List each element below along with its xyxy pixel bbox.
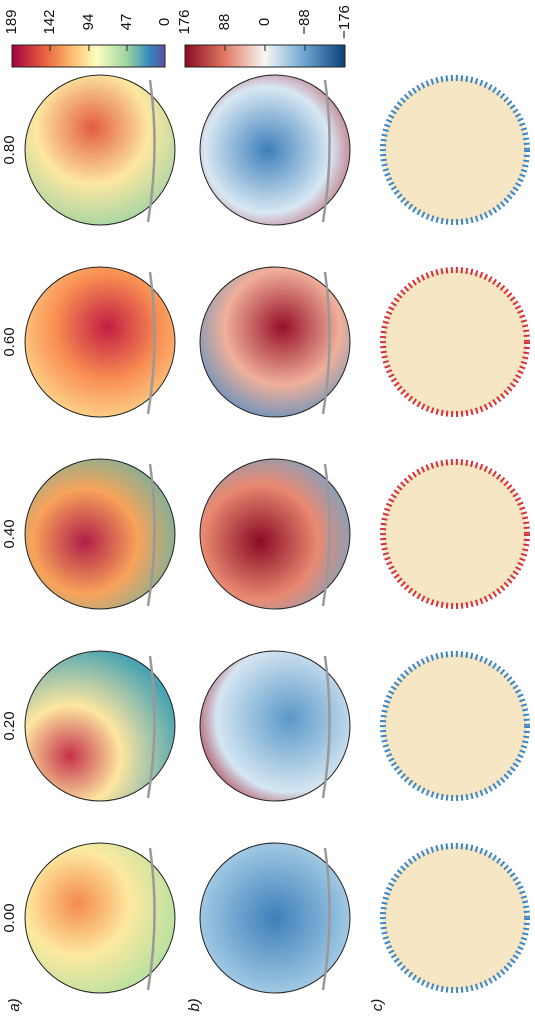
sphere [380, 843, 530, 993]
column-label: 0.80 [1, 135, 18, 164]
colorbar-tick-label: 47 [118, 14, 135, 31]
column-label: 0.00 [1, 903, 18, 932]
sphere [24, 74, 176, 226]
sphere [24, 842, 176, 994]
sphere [24, 650, 176, 802]
sphere [199, 842, 351, 994]
panel-label: b) [186, 998, 203, 1011]
sphere [24, 266, 176, 418]
sphere [199, 266, 351, 418]
sphere [380, 75, 530, 225]
colorbar-tick-label: 88 [216, 14, 233, 31]
panel-label: a) [6, 998, 23, 1011]
sphere [380, 651, 530, 801]
panel-label: c) [369, 999, 386, 1012]
colorbar-tick-label: 94 [80, 14, 97, 31]
sphere [24, 458, 176, 610]
colorbar-tick-label: 189 [3, 9, 20, 34]
colorbar-tick-label: 176 [176, 9, 193, 34]
colorbar-tick-label: 0 [156, 18, 173, 26]
sphere [199, 650, 351, 802]
spheres [24, 74, 530, 994]
column-label: 0.20 [1, 711, 18, 740]
column-label: 0.60 [1, 327, 18, 356]
sphere [199, 74, 351, 226]
sphere [380, 459, 530, 609]
equator-arcs [146, 79, 331, 991]
column-label: 0.40 [1, 519, 18, 548]
colorbar-tick-label: −176 [336, 5, 353, 39]
colorbar-tick-label: 142 [41, 9, 58, 34]
colorbar-tick-label: 0 [256, 18, 273, 26]
sphere [380, 267, 530, 417]
sphere [199, 458, 351, 610]
colorbar-tick-label: −88 [296, 9, 313, 34]
